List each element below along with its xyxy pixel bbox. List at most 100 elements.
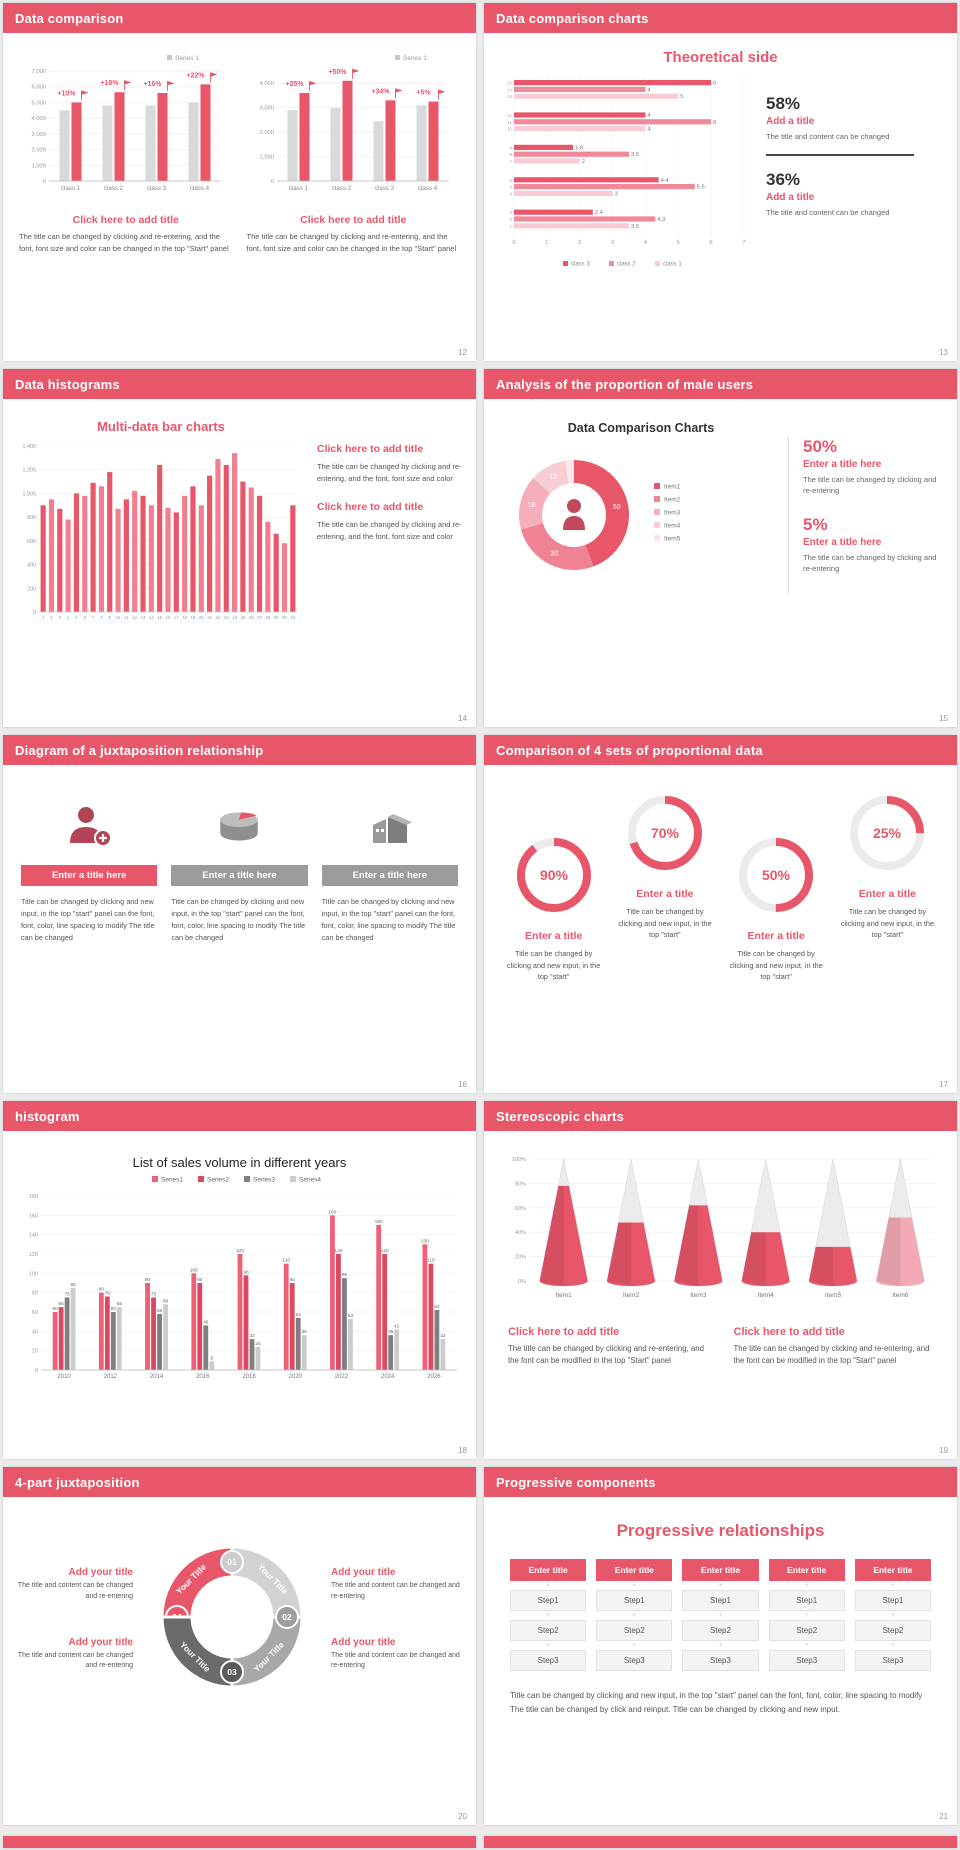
placeholder-body: The title and content can be changed and… [17, 1581, 133, 1600]
slide-header-bar: Data comparison charts [484, 3, 957, 33]
text-block: Add your title The title and content can… [331, 1567, 465, 1603]
stat-title: Enter a title here [803, 536, 882, 548]
progress-ring-block: 70% Enter a title Title can be changed b… [615, 791, 714, 983]
svg-text:1: 1 [42, 615, 45, 620]
svg-text:Series3: Series3 [253, 1177, 275, 1184]
feature-column: Enter a title here Title can be changed … [321, 793, 458, 944]
plus-separator: + [718, 1582, 723, 1589]
step-box: Step3 [510, 1650, 587, 1671]
svg-text:4: 4 [647, 113, 651, 119]
svg-text:19: 19 [191, 615, 196, 620]
slide-13-thumbnail[interactable]: Data comparison charts Theoretical side … [484, 3, 957, 361]
svg-text:26: 26 [249, 615, 254, 620]
svg-text:2020: 2020 [288, 1374, 302, 1380]
slide-17-thumbnail[interactable]: Comparison of 4 sets of proportional dat… [484, 735, 957, 1093]
svg-text:class 4: class 4 [190, 185, 210, 192]
slide-15-thumbnail[interactable]: Analysis of the proportion of male users… [484, 369, 957, 727]
svg-text:6: 6 [713, 81, 716, 87]
next-slide-header-partial [484, 1836, 957, 1848]
page-number: 20 [458, 1812, 467, 1821]
page-number: 13 [939, 348, 948, 357]
svg-text:140: 140 [28, 1233, 37, 1239]
svg-text:80%: 80% [515, 1181, 526, 1187]
placeholder-title: Click here to add title [317, 501, 424, 513]
svg-text:30: 30 [282, 615, 287, 620]
chart-title: Data Comparison Charts [567, 421, 715, 435]
svg-text:3: 3 [59, 615, 62, 620]
slide-12-thumbnail[interactable]: Data comparison Series 1 7,000 6,000 5,000 4… [3, 3, 476, 361]
progress-ring-chart: 70% [615, 791, 714, 880]
svg-text:14: 14 [149, 615, 154, 620]
svg-text:2: 2 [509, 217, 512, 222]
svg-text:42: 42 [393, 1323, 399, 1329]
svg-text:200: 200 [27, 586, 36, 592]
svg-text:2: 2 [578, 240, 581, 246]
stat-title: Add a title [766, 192, 815, 204]
placeholder-title: Add your title [331, 1566, 396, 1578]
plus-separator: + [546, 1642, 551, 1649]
grouped-bar-chart: Series1 Series2 Series3 Series4 0 20 40 60 80 100… [15, 1172, 464, 1389]
slide-16-thumbnail[interactable]: Diagram of a juxtaposition relationship … [3, 735, 476, 1093]
stat-block: 50% Enter a title here The title can be … [803, 437, 943, 497]
page-number: 12 [458, 348, 467, 357]
svg-text:100%: 100% [512, 1157, 526, 1163]
step-box: Step3 [596, 1650, 673, 1671]
stat-value: 58% [766, 94, 801, 113]
svg-text:2: 2 [582, 159, 585, 165]
stat-body: The title can be changed by clicking and… [803, 552, 937, 573]
plus-separator: + [890, 1642, 895, 1649]
slide-header-title: Progressive components [496, 1474, 656, 1490]
svg-text:+50%: +50% [328, 69, 347, 76]
svg-text:4,000: 4,000 [259, 81, 274, 87]
svg-text:03: 03 [227, 1667, 237, 1677]
svg-text:15: 15 [157, 615, 162, 620]
step-box: Step2 [510, 1620, 587, 1641]
svg-text:90: 90 [289, 1277, 295, 1283]
svg-text:75: 75 [150, 1292, 156, 1298]
slide-21-thumbnail[interactable]: Progressive components Progressive relat… [484, 1467, 957, 1825]
placeholder-title: Click here to add title [733, 1326, 845, 1338]
svg-text:30: 30 [550, 551, 558, 558]
svg-text:2: 2 [50, 615, 53, 620]
chart-title: Multi-data bar charts [97, 419, 225, 434]
progress-column: Enter title + Step1 + Step2 + Step3 [596, 1559, 673, 1671]
slide-18-thumbnail[interactable]: histogram List of sales volume in differ… [3, 1101, 476, 1459]
svg-text:60: 60 [52, 1306, 58, 1312]
page-number: 18 [458, 1446, 467, 1455]
placeholder-body: The title can be changed by clicking and… [246, 232, 457, 253]
plus-separator: + [804, 1642, 809, 1649]
slide-19-thumbnail[interactable]: Stereoscopic charts 0% 20% 40% 60% 80% 100% It… [484, 1101, 957, 1459]
svg-text:160: 160 [28, 1213, 37, 1219]
svg-text:2010: 2010 [57, 1374, 71, 1380]
svg-text:5: 5 [509, 185, 512, 190]
chart-row: 0 1 2 3 4 5 6 7 6 15 4 14 5 13 4 12 6 11 4 10 1.8 9 3.5 8 2 7 4.4 6… [498, 70, 943, 273]
svg-text:10: 10 [507, 127, 513, 132]
svg-text:5: 5 [75, 615, 78, 620]
svg-text:2012: 2012 [103, 1374, 117, 1380]
person-add-icon [21, 793, 157, 859]
horizontal-bar-chart: 0 1 2 3 4 5 6 7 6 15 4 14 5 13 4 12 6 11 4 10 1.8 9 3.5 8 2 7 4.4 6… [498, 70, 760, 273]
slide-header-title: Stereoscopic charts [496, 1108, 625, 1124]
donut-chart: 50 30 18 12 Item1 Item2 Item3 Item4 Item5 [502, 439, 780, 594]
text-block: Add your title The title and content can… [11, 1637, 133, 1673]
svg-text:50: 50 [613, 504, 621, 511]
slide-14-thumbnail[interactable]: Data histograms Multi-data bar charts 1,… [3, 369, 476, 727]
placeholder-title: Add your title [68, 1636, 133, 1648]
svg-text:class 1: class 1 [663, 262, 682, 268]
svg-text:12: 12 [507, 113, 513, 118]
placeholder-title: Click here to add title [72, 214, 179, 226]
svg-text:2016: 2016 [196, 1374, 210, 1380]
slide-header-bar: 4-part juxtaposition [3, 1467, 476, 1497]
svg-text:2022: 2022 [334, 1374, 348, 1380]
grouped-bar-chart: Series 1 7,000 6,000 5,000 4,000 3,000 2,000 1,… [19, 47, 233, 204]
svg-text:75: 75 [64, 1292, 70, 1298]
placeholder-title: Add your title [331, 1636, 396, 1648]
page-number: 16 [458, 1080, 467, 1089]
slide-header-title: Data comparison [15, 10, 124, 26]
slide-20-thumbnail[interactable]: 4-part juxtaposition Add your title The … [3, 1467, 476, 1825]
slide-content: List of sales volume in different years … [3, 1131, 476, 1389]
slide-header-title: Data comparison charts [496, 10, 649, 26]
svg-text:23: 23 [224, 615, 229, 620]
